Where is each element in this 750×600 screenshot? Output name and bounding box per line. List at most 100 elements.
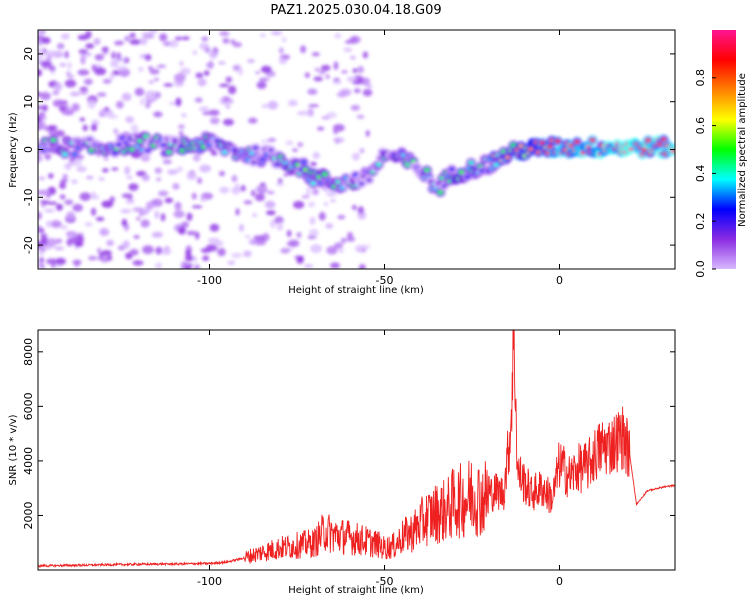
- spectrogram-noise-blob: [202, 255, 210, 262]
- spectrogram-noise-blob: [332, 137, 345, 143]
- spectrogram-noise-blob: [64, 162, 72, 171]
- spectrogram-noise-blob: [174, 73, 186, 83]
- spectrogram-noise-blob: [80, 55, 86, 65]
- spectrogram-noise-blob: [141, 173, 150, 182]
- spectrogram-noise-blob: [261, 103, 270, 109]
- spectrogram-noise-blob: [306, 187, 311, 196]
- spectrogram-ridge-core: [641, 147, 648, 152]
- spectrogram-noise-blob: [200, 196, 206, 202]
- spectrogram-noise-blob: [79, 117, 86, 122]
- spectrogram-noise-blob: [48, 173, 54, 179]
- spectrogram-noise-blob: [66, 231, 77, 239]
- spectrogram-noise-blob: [357, 206, 364, 214]
- spectrogram-noise-blob: [264, 200, 276, 209]
- spectrogram-noise-blob: [345, 236, 356, 242]
- spectrogram-noise-blob: [144, 54, 152, 61]
- spectrogram-noise-blob: [303, 264, 314, 268]
- spectrogram-noise-blob: [332, 80, 343, 85]
- spectrogram-noise-blob: [283, 173, 289, 177]
- spectrogram-noise-blob: [309, 216, 316, 225]
- spectrogram-noise-blob: [45, 154, 50, 161]
- spectrogram-noise-blob: [225, 76, 233, 83]
- spectrogram-noise-blob: [197, 177, 203, 185]
- spectrogram-noise-blob: [124, 35, 131, 42]
- spectrogram-noise-blob: [125, 116, 134, 124]
- spectrogram-noise-blob: [199, 42, 209, 51]
- spectrogram-noise-blob: [333, 127, 338, 135]
- spectrogram-noise-blob: [320, 64, 331, 72]
- spectrogram-noise-blob: [55, 203, 63, 211]
- snr-series-line: [38, 330, 675, 569]
- spectrogram-noise-blob: [202, 111, 212, 116]
- spectrogram-noise-blob: [106, 239, 114, 247]
- spectrogram-noise-blob: [231, 252, 243, 259]
- spectrogram-noise-blob: [178, 226, 186, 235]
- spectrogram-noise-blob: [114, 40, 125, 46]
- spectrogram-noise-blob: [60, 224, 68, 230]
- spectrogram-noise-blob: [287, 101, 298, 107]
- colorbar-gradient: [712, 30, 736, 269]
- spectrogram-noise-blob: [38, 250, 44, 256]
- spectrogram-noise-blob: [326, 246, 338, 255]
- spectrogram-noise-blob: [60, 33, 70, 40]
- spectrogram-noise-blob: [270, 30, 283, 36]
- spectrogram-ylabel: Frequency (Hz): [8, 112, 19, 188]
- spectrogram-noise-blob: [184, 254, 194, 262]
- spectrogram-noise-blob: [90, 207, 97, 216]
- spectrogram-noise-blob: [286, 230, 292, 238]
- spectrogram-ridge-core: [670, 149, 675, 154]
- spectrogram-noise-blob: [47, 125, 58, 130]
- x-tick-label: -100: [197, 575, 222, 588]
- spectrogram-noise-blob: [66, 75, 75, 79]
- spectrogram-noise-blob: [179, 67, 191, 75]
- spectrogram-noise-blob: [129, 248, 139, 256]
- spectrogram-noise-blob: [159, 33, 168, 42]
- spectrogram-ridge-core: [458, 170, 465, 175]
- spectrogram-noise-blob: [256, 81, 267, 90]
- spectrogram-noise-blob: [259, 182, 267, 187]
- spectrogram-noise-blob: [277, 178, 283, 184]
- spectrogram-noise-blob: [52, 90, 60, 96]
- spectrogram-noise-blob: [260, 65, 272, 74]
- spectrogram-noise-blob: [45, 50, 57, 55]
- spectrogram-noise-blob: [330, 262, 341, 269]
- spectrogram-noise-blob: [255, 185, 268, 193]
- spectrogram-noise-blob: [71, 103, 80, 112]
- spectrogram-noise-blob: [181, 36, 190, 41]
- spectrogram-ridge-core: [50, 138, 57, 143]
- spectrogram-noise-blob: [142, 245, 154, 255]
- spectrogram-noise-blob: [217, 61, 226, 65]
- spectrogram-ridge-core: [252, 145, 259, 150]
- spectrogram-noise-blob: [38, 176, 46, 181]
- spectrogram-noise-blob: [151, 231, 164, 238]
- spectrogram-ridge-core: [115, 142, 122, 147]
- spectrogram-noise-blob: [318, 211, 326, 221]
- spectrogram-noise-blob: [46, 258, 58, 265]
- spectrogram-ridge-core: [366, 178, 373, 183]
- spectrogram-noise-blob: [136, 217, 141, 221]
- spectrogram-noise-blob: [107, 114, 118, 119]
- spectrogram-noise-blob: [174, 36, 183, 41]
- spectrogram-noise-blob: [298, 256, 304, 261]
- spectrogram-noise-blob: [39, 91, 51, 101]
- spectrogram-noise-blob: [64, 199, 74, 205]
- spectrogram-noise-blob: [312, 152, 320, 159]
- spectrogram-noise-blob: [83, 78, 93, 85]
- x-tick-label: 0: [556, 575, 563, 588]
- spectrogram-noise-blob: [340, 237, 347, 244]
- spectrogram-noise-blob: [308, 104, 320, 108]
- snr-xlabel: Height of straight line (km): [288, 585, 424, 596]
- spectrogram-noise-blob: [225, 104, 230, 109]
- spectrogram-ridge-core: [171, 138, 178, 143]
- spectrogram-noise-blob: [163, 83, 174, 87]
- spectrogram-noise-blob: [65, 71, 71, 76]
- spectrogram-noise-blob: [109, 72, 115, 80]
- spectrogram-noise-blob: [308, 228, 319, 237]
- spectrogram-noise-blob: [266, 190, 275, 195]
- spectrogram-noise-blob: [173, 210, 185, 218]
- spectrogram-noise-blob: [156, 177, 161, 182]
- spectrogram-noise-blob: [161, 247, 172, 256]
- x-tick-label: -100: [197, 274, 222, 287]
- spectrogram-noise-blob: [72, 259, 82, 266]
